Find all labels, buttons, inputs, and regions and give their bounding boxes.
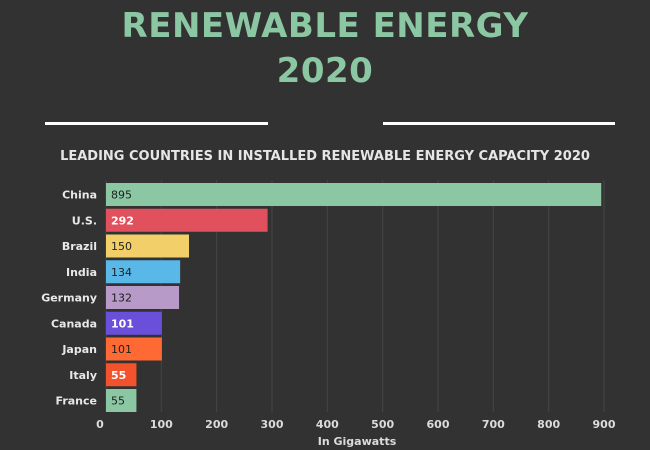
bar-value-label: 55 xyxy=(111,369,126,382)
x-tick-label: 200 xyxy=(205,418,228,431)
main-title-line-1: RENEWABLE ENERGY xyxy=(121,6,529,46)
bar-u-s xyxy=(106,208,268,232)
category-label: Germany xyxy=(41,292,97,305)
category-label: Brazil xyxy=(62,240,97,253)
category-label: France xyxy=(56,395,97,408)
bar-brazil xyxy=(106,234,189,258)
divider-left xyxy=(45,122,268,125)
x-tick-label: 500 xyxy=(371,418,394,431)
x-tick-label: 400 xyxy=(316,418,339,431)
x-tick-label: 600 xyxy=(427,418,450,431)
category-label: U.S. xyxy=(72,214,97,227)
bar-canada xyxy=(106,311,162,335)
x-tick-label: 800 xyxy=(537,418,560,431)
category-label: Italy xyxy=(69,369,97,382)
x-tick-label: 0 xyxy=(96,418,104,431)
x-axis-title: In Gigawatts xyxy=(318,435,397,448)
x-tick-label: 700 xyxy=(482,418,505,431)
bar-value-label: 134 xyxy=(111,266,132,279)
chart-title: LEADING COUNTRIES IN INSTALLED RENEWABLE… xyxy=(60,149,590,164)
main-title-line-2: 2020 xyxy=(276,51,374,91)
bar-value-label: 132 xyxy=(111,292,132,305)
bars xyxy=(106,183,602,412)
bar-india xyxy=(106,260,181,284)
bar-value-label: 150 xyxy=(111,240,132,253)
bar-value-label: 55 xyxy=(111,395,125,408)
category-label: Japan xyxy=(61,343,97,356)
x-tick-label: 100 xyxy=(150,418,173,431)
bar-value-label: 101 xyxy=(111,317,134,330)
category-label: India xyxy=(66,266,97,279)
x-tick-label: 300 xyxy=(261,418,284,431)
bar-value-label: 101 xyxy=(111,343,132,356)
x-tick-label: 900 xyxy=(593,418,616,431)
bar-value-label: 292 xyxy=(111,214,134,227)
category-label: China xyxy=(62,189,97,202)
bar-japan xyxy=(106,337,162,361)
category-label: Canada xyxy=(51,317,97,330)
bar-germany xyxy=(106,286,180,309)
divider-right xyxy=(383,122,615,125)
bar-value-label: 895 xyxy=(111,189,132,202)
labels: 0 100 200 300 400 500 600 700 800 900 895 China 292 U… xyxy=(41,189,616,432)
grid-lines xyxy=(105,180,605,412)
bar-china xyxy=(106,183,602,206)
bar-italy xyxy=(106,363,137,387)
bar-france xyxy=(106,389,137,412)
